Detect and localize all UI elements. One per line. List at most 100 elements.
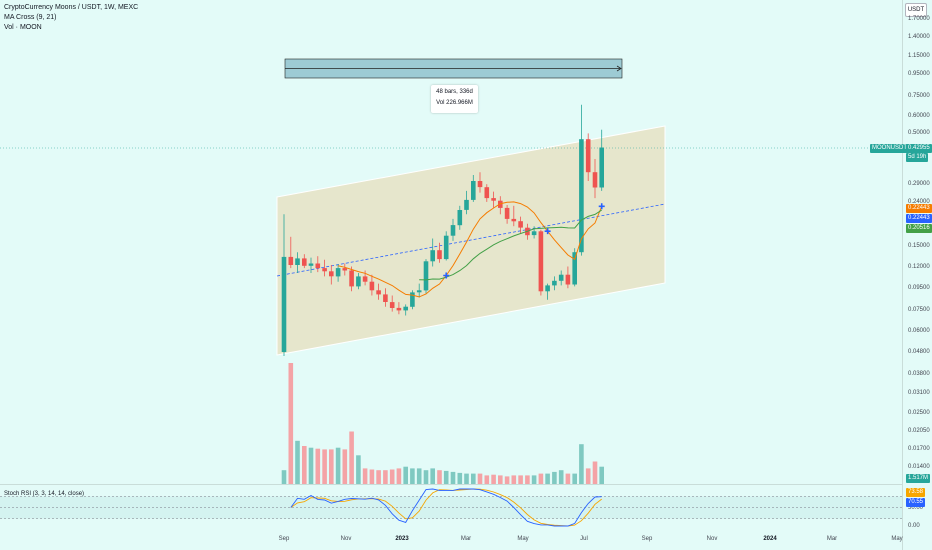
candle[interactable]	[450, 218, 456, 241]
measure-tooltip: 48 bars, 336d Vol 226.966M	[431, 85, 478, 113]
candle[interactable]	[389, 295, 395, 312]
candle[interactable]	[308, 257, 314, 273]
candle[interactable]	[423, 259, 429, 294]
price-tick-label: 1.15000	[908, 52, 930, 59]
candle[interactable]	[335, 264, 341, 282]
candle[interactable]	[504, 205, 510, 224]
candle[interactable]	[585, 133, 591, 181]
candle[interactable]	[498, 196, 503, 215]
ma-cross-marker	[598, 203, 605, 210]
volume-bar	[329, 449, 334, 484]
candle-body	[295, 258, 300, 265]
price-tick-label: 0.03800	[908, 370, 930, 377]
candle[interactable]	[302, 254, 307, 269]
candle[interactable]	[572, 248, 577, 287]
ma-slow-line[interactable]	[419, 209, 602, 281]
candle[interactable]	[565, 266, 571, 289]
volume-bar	[383, 470, 388, 484]
candle[interactable]	[443, 231, 449, 261]
candle[interactable]	[315, 256, 321, 273]
candle[interactable]	[376, 283, 381, 300]
candle[interactable]	[477, 172, 483, 193]
volume-bar	[531, 475, 537, 484]
stoch-k-line[interactable]	[290, 488, 602, 527]
volume-bar	[410, 468, 415, 484]
currency-button[interactable]: USDT	[905, 3, 927, 17]
volume-bar	[498, 475, 503, 484]
candle-body	[471, 181, 476, 200]
countdown-tag: 5d 19h	[906, 153, 929, 162]
candle[interactable]	[349, 266, 354, 292]
candle[interactable]	[295, 252, 300, 273]
candle[interactable]	[491, 191, 496, 208]
volume-bar	[545, 473, 550, 484]
rsi-tick-label: 50.00	[908, 504, 924, 511]
candle-body	[410, 292, 415, 307]
candle[interactable]	[538, 229, 544, 296]
volume-bar	[396, 468, 402, 484]
candle[interactable]	[518, 216, 523, 234]
candle[interactable]	[552, 276, 557, 291]
price-tick-label: 0.12000	[908, 263, 930, 270]
candle[interactable]	[288, 236, 294, 269]
candle[interactable]	[383, 288, 388, 307]
candle[interactable]	[464, 190, 469, 215]
candle[interactable]	[342, 263, 348, 276]
volume-bar	[430, 468, 435, 484]
candle[interactable]	[430, 238, 435, 267]
candle[interactable]	[511, 205, 517, 227]
time-tick-label: Mar	[460, 536, 472, 542]
candle[interactable]	[531, 226, 537, 239]
candle[interactable]	[403, 304, 408, 316]
volume-legend[interactable]: Vol · MOON	[4, 24, 42, 31]
ma-cross-tag: 0.22443	[906, 214, 932, 223]
ma-cross-legend[interactable]: MA Cross (9, 21)	[4, 14, 57, 21]
volume-bar	[511, 475, 517, 484]
candle[interactable]	[545, 283, 550, 300]
candle[interactable]	[457, 205, 463, 230]
stoch-k-tag: 70.55	[906, 498, 926, 507]
price-tick-label: 0.06000	[908, 328, 930, 335]
volume-bar	[416, 468, 422, 484]
candle[interactable]	[437, 242, 442, 263]
candle-body	[335, 268, 341, 277]
parallel-channel[interactable]	[276, 125, 666, 356]
candle[interactable]	[322, 259, 327, 277]
candle[interactable]	[281, 214, 287, 356]
candle[interactable]	[416, 283, 422, 298]
price-tick-label: 0.03100	[908, 389, 930, 396]
candle-body	[572, 252, 577, 285]
last-price-tag: 0.42955	[906, 144, 932, 153]
volume-bar	[349, 431, 354, 484]
candle-body	[329, 271, 334, 277]
price-axis-divider	[902, 0, 903, 550]
candle[interactable]	[410, 290, 415, 310]
volume-bar	[322, 449, 327, 484]
stoch-rsi-legend[interactable]: Stoch RSI (3, 3, 14, 14, close)	[4, 491, 85, 497]
candle[interactable]	[592, 159, 598, 199]
volume-bar	[504, 476, 510, 484]
candle[interactable]	[471, 175, 476, 202]
candle-body	[322, 268, 327, 272]
candle-body	[498, 200, 503, 208]
ma-fast-line[interactable]	[337, 201, 603, 298]
candle[interactable]	[599, 129, 604, 191]
candle[interactable]	[484, 184, 490, 202]
time-tick-label: Jul	[580, 536, 588, 542]
time-tick-label: Nov	[706, 536, 718, 542]
channel-median-line[interactable]	[276, 203, 666, 277]
candle[interactable]	[356, 273, 361, 290]
candle-body	[403, 306, 408, 311]
candle[interactable]	[396, 302, 402, 315]
candle-body	[389, 302, 395, 308]
candle[interactable]	[579, 104, 584, 256]
candle-body	[383, 294, 388, 302]
candle-body	[511, 218, 517, 222]
price-tick-label: 0.29000	[908, 181, 930, 188]
candle-body	[315, 263, 321, 269]
volume-bar	[281, 470, 287, 484]
candle[interactable]	[329, 265, 334, 285]
candle[interactable]	[369, 274, 375, 296]
candle[interactable]	[558, 270, 564, 286]
